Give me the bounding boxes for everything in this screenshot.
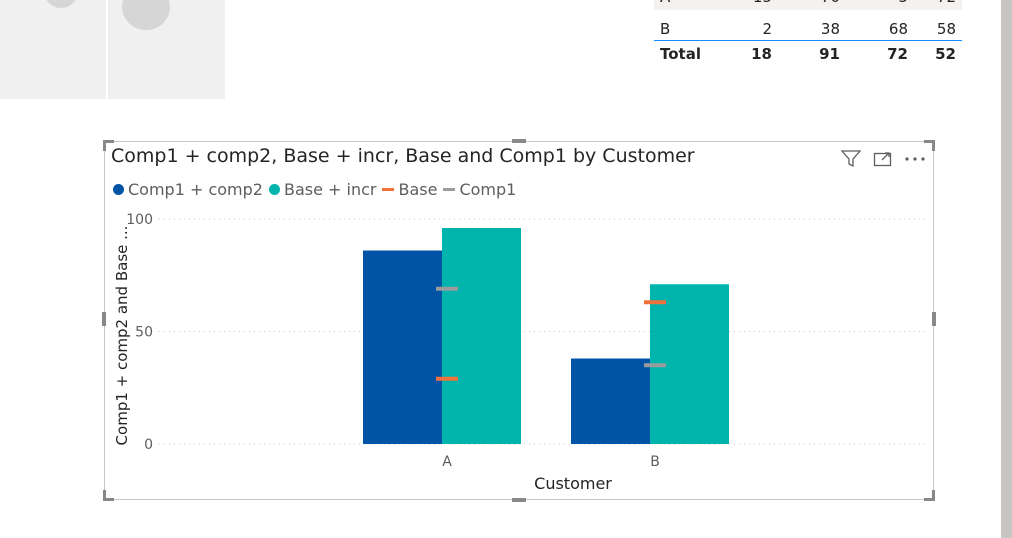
visual-title: Comp1 + comp2, Base + incr, Base and Com… xyxy=(111,145,695,167)
y-tick-label: 100 xyxy=(126,212,153,228)
bar-base-incr xyxy=(442,228,521,444)
x-tick-label: B xyxy=(650,454,660,470)
placeholder-shape xyxy=(122,0,170,30)
table-row: A 15 70 5 72 xyxy=(654,0,962,10)
total-cell: 72 xyxy=(887,45,908,63)
resize-corner[interactable] xyxy=(103,490,114,501)
y-tick-label: 0 xyxy=(144,437,153,453)
more-options-icon[interactable] xyxy=(903,148,927,170)
legend-item[interactable]: Comp1 + comp2 xyxy=(113,180,263,199)
resize-handle[interactable] xyxy=(512,139,526,143)
x-tick-label: A xyxy=(442,454,452,470)
table-cell: 15 xyxy=(753,0,772,6)
y-axis-title: Comp1 + comp2 and Base ... xyxy=(113,226,131,446)
total-cell: 52 xyxy=(935,45,956,63)
total-cell: 91 xyxy=(819,45,840,63)
x-axis-title: Customer xyxy=(534,474,612,493)
resize-corner[interactable] xyxy=(103,140,114,151)
bar-comp1-comp2 xyxy=(571,358,650,444)
matrix-table: A 15 70 5 72 B 2 38 68 58 Total 18 91 72… xyxy=(654,0,962,67)
placeholder-shape xyxy=(44,0,78,8)
chart-visual[interactable]: Comp1 + comp2, Base + incr, Base and Com… xyxy=(102,139,936,502)
table-cell: 5 xyxy=(898,0,908,6)
placeholder-divider xyxy=(106,0,108,99)
table-cell: 2 xyxy=(762,20,772,38)
legend-label: Comp1 xyxy=(459,180,517,199)
row-label: A xyxy=(660,0,670,6)
legend-dash-icon xyxy=(443,188,456,191)
legend-item[interactable]: Base xyxy=(382,180,437,199)
table-cell: 72 xyxy=(937,0,956,6)
image-visual-placeholder xyxy=(0,0,225,99)
total-row: Total 18 91 72 52 xyxy=(654,41,962,67)
resize-handle[interactable] xyxy=(512,498,526,502)
focus-mode-icon[interactable] xyxy=(871,148,895,170)
table-cell: 58 xyxy=(936,20,956,38)
legend-dot-icon xyxy=(113,184,124,195)
table-row: B 2 38 68 58 xyxy=(654,16,962,41)
total-cell: 18 xyxy=(751,45,772,63)
row-label: B xyxy=(660,20,671,38)
table-cell: 68 xyxy=(888,20,908,38)
resize-handle[interactable] xyxy=(932,312,936,326)
resize-corner[interactable] xyxy=(924,140,935,151)
filter-icon[interactable] xyxy=(839,148,863,170)
table-cell: 70 xyxy=(821,0,840,6)
y-tick-label: 50 xyxy=(135,325,153,341)
legend-dot-icon xyxy=(268,184,280,195)
total-label: Total xyxy=(660,45,701,63)
visual-header-icons xyxy=(839,148,927,170)
legend-dash-icon xyxy=(382,188,395,191)
legend-item[interactable]: Comp1 xyxy=(443,180,516,199)
resize-handle[interactable] xyxy=(102,312,106,326)
chart-legend: Comp1 + comp2 Base + incr Base Comp1 xyxy=(113,180,522,199)
legend-item[interactable]: Base + incr xyxy=(268,180,377,199)
scrollbar[interactable] xyxy=(1001,0,1012,538)
table-cell: 38 xyxy=(820,20,840,38)
bar-comp1-comp2 xyxy=(363,250,442,444)
legend-label: Comp1 + comp2 xyxy=(128,180,263,199)
legend-label: Base xyxy=(398,180,438,199)
legend-label: Base + incr xyxy=(283,180,377,199)
resize-corner[interactable] xyxy=(924,490,935,501)
